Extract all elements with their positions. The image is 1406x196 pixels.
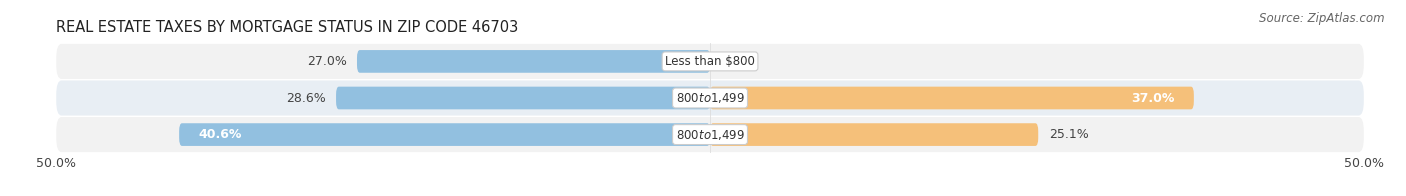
Text: 40.6%: 40.6% — [198, 128, 242, 141]
FancyBboxPatch shape — [357, 50, 710, 73]
FancyBboxPatch shape — [710, 87, 1194, 109]
FancyBboxPatch shape — [56, 117, 1364, 152]
Text: 27.0%: 27.0% — [307, 55, 346, 68]
Text: Less than $800: Less than $800 — [665, 55, 755, 68]
FancyBboxPatch shape — [179, 123, 710, 146]
Text: 37.0%: 37.0% — [1130, 92, 1174, 104]
Text: 0.0%: 0.0% — [720, 55, 752, 68]
FancyBboxPatch shape — [56, 80, 1364, 116]
Text: 28.6%: 28.6% — [285, 92, 326, 104]
Text: 25.1%: 25.1% — [1049, 128, 1088, 141]
FancyBboxPatch shape — [336, 87, 710, 109]
Text: Source: ZipAtlas.com: Source: ZipAtlas.com — [1260, 12, 1385, 25]
FancyBboxPatch shape — [710, 123, 1038, 146]
FancyBboxPatch shape — [56, 44, 1364, 79]
Text: REAL ESTATE TAXES BY MORTGAGE STATUS IN ZIP CODE 46703: REAL ESTATE TAXES BY MORTGAGE STATUS IN … — [56, 20, 519, 35]
Text: $800 to $1,499: $800 to $1,499 — [675, 128, 745, 142]
Text: $800 to $1,499: $800 to $1,499 — [675, 91, 745, 105]
